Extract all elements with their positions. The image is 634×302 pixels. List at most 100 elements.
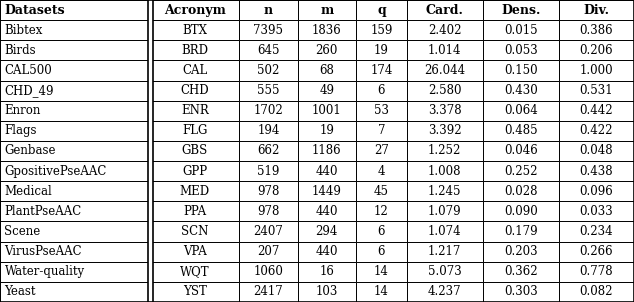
Bar xyxy=(150,101,239,121)
Bar xyxy=(297,20,356,40)
Bar xyxy=(0,141,150,161)
Bar xyxy=(407,221,483,242)
Text: 294: 294 xyxy=(316,225,338,238)
Bar xyxy=(483,81,559,101)
Text: GPP: GPP xyxy=(182,165,207,178)
Bar xyxy=(297,40,356,60)
Bar xyxy=(239,262,297,282)
Text: 440: 440 xyxy=(316,205,338,218)
Text: PlantPseAAC: PlantPseAAC xyxy=(4,205,82,218)
Text: 207: 207 xyxy=(257,245,280,258)
Bar xyxy=(297,121,356,141)
Bar xyxy=(356,201,407,221)
Text: 2.402: 2.402 xyxy=(428,24,462,37)
Bar xyxy=(407,262,483,282)
Text: 2407: 2407 xyxy=(254,225,283,238)
Text: GBS: GBS xyxy=(182,144,208,158)
Text: 440: 440 xyxy=(316,165,338,178)
Text: 0.438: 0.438 xyxy=(579,165,613,178)
Bar xyxy=(356,81,407,101)
Bar xyxy=(239,181,297,201)
Text: 1001: 1001 xyxy=(312,104,342,117)
Text: 0.442: 0.442 xyxy=(579,104,613,117)
Bar xyxy=(150,40,239,60)
Bar xyxy=(150,0,239,20)
Text: Yeast: Yeast xyxy=(4,285,36,298)
Text: 1.079: 1.079 xyxy=(428,205,462,218)
Bar xyxy=(407,121,483,141)
Bar xyxy=(0,81,150,101)
Text: 0.179: 0.179 xyxy=(504,225,538,238)
Text: 978: 978 xyxy=(257,205,280,218)
Bar xyxy=(559,141,634,161)
Bar xyxy=(0,201,150,221)
Bar xyxy=(239,20,297,40)
Text: 0.053: 0.053 xyxy=(504,44,538,57)
Bar xyxy=(356,20,407,40)
Text: 978: 978 xyxy=(257,185,280,198)
Text: 0.028: 0.028 xyxy=(504,185,538,198)
Text: VPA: VPA xyxy=(183,245,207,258)
Text: 502: 502 xyxy=(257,64,280,77)
Bar xyxy=(297,262,356,282)
Text: 2417: 2417 xyxy=(254,285,283,298)
Bar xyxy=(297,161,356,181)
Text: 555: 555 xyxy=(257,84,280,97)
Text: 14: 14 xyxy=(374,285,389,298)
Bar xyxy=(297,242,356,262)
Text: 6: 6 xyxy=(378,245,385,258)
Text: 0.064: 0.064 xyxy=(504,104,538,117)
Text: 0.362: 0.362 xyxy=(504,265,538,278)
Bar xyxy=(483,101,559,121)
Bar xyxy=(239,81,297,101)
Bar xyxy=(407,20,483,40)
Bar xyxy=(150,282,239,302)
Text: PPA: PPA xyxy=(183,205,206,218)
Text: 3.378: 3.378 xyxy=(428,104,462,117)
Bar xyxy=(407,181,483,201)
Text: 0.096: 0.096 xyxy=(579,185,613,198)
Text: 0.015: 0.015 xyxy=(504,24,538,37)
Bar xyxy=(559,81,634,101)
Text: Flags: Flags xyxy=(4,124,37,137)
Bar xyxy=(150,20,239,40)
Bar xyxy=(407,60,483,81)
Text: 1186: 1186 xyxy=(312,144,342,158)
Bar xyxy=(407,81,483,101)
Bar xyxy=(559,201,634,221)
Text: 53: 53 xyxy=(374,104,389,117)
Bar xyxy=(483,282,559,302)
Text: 0.048: 0.048 xyxy=(579,144,613,158)
Text: 12: 12 xyxy=(374,205,389,218)
Bar xyxy=(407,40,483,60)
Text: Water-quality: Water-quality xyxy=(4,265,84,278)
Bar xyxy=(0,40,150,60)
Bar xyxy=(150,221,239,242)
Text: 68: 68 xyxy=(320,64,334,77)
Bar xyxy=(356,121,407,141)
Bar xyxy=(407,161,483,181)
Text: q: q xyxy=(377,4,385,17)
Bar xyxy=(356,0,407,20)
Bar xyxy=(239,282,297,302)
Text: CAL500: CAL500 xyxy=(4,64,52,77)
Text: 1702: 1702 xyxy=(254,104,283,117)
Text: 440: 440 xyxy=(316,245,338,258)
Bar xyxy=(150,81,239,101)
Bar xyxy=(297,141,356,161)
Text: WQT: WQT xyxy=(180,265,210,278)
Text: 519: 519 xyxy=(257,165,280,178)
Text: 6: 6 xyxy=(378,225,385,238)
Bar xyxy=(356,60,407,81)
Bar xyxy=(239,40,297,60)
Bar xyxy=(559,242,634,262)
Bar xyxy=(407,101,483,121)
Text: 1836: 1836 xyxy=(312,24,342,37)
Bar xyxy=(483,161,559,181)
Text: 0.485: 0.485 xyxy=(504,124,538,137)
Text: 14: 14 xyxy=(374,265,389,278)
Text: 0.090: 0.090 xyxy=(504,205,538,218)
Text: BRD: BRD xyxy=(181,44,209,57)
Bar xyxy=(483,262,559,282)
Text: 6: 6 xyxy=(378,84,385,97)
